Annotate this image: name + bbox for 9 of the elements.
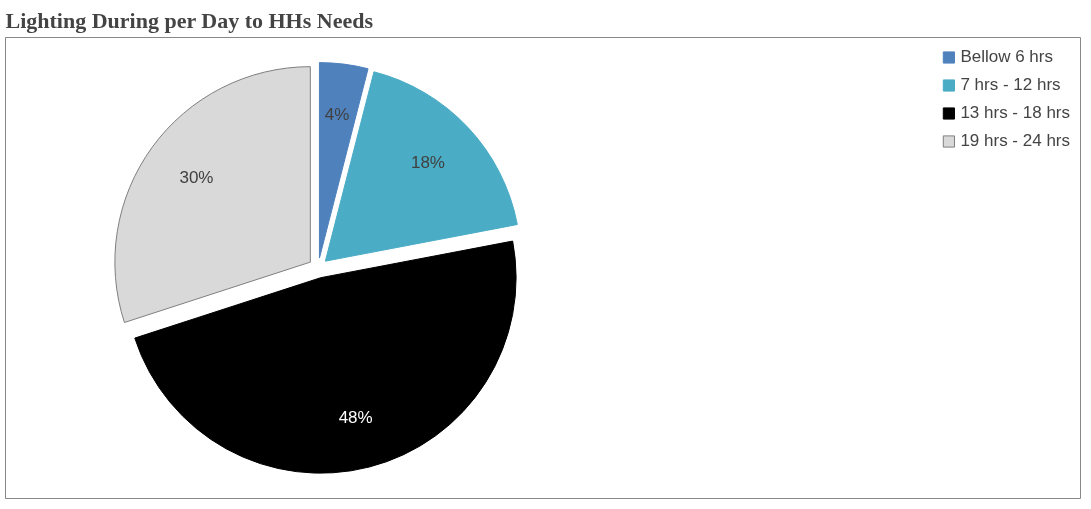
data-label: 48% <box>338 407 373 427</box>
data-label: 30% <box>179 167 214 187</box>
legend-label: 13 hrs - 18 hrs <box>960 103 1070 123</box>
legend-label: Bellow 6 hrs <box>960 47 1053 67</box>
legend-label: 7 hrs - 12 hrs <box>960 75 1061 95</box>
data-label: 18% <box>410 152 445 172</box>
chart-title: Lighting During per Day to HHs Needs <box>5 7 374 33</box>
legend-label: 19 hrs - 24 hrs <box>960 131 1070 151</box>
data-label: 4% <box>324 105 350 125</box>
